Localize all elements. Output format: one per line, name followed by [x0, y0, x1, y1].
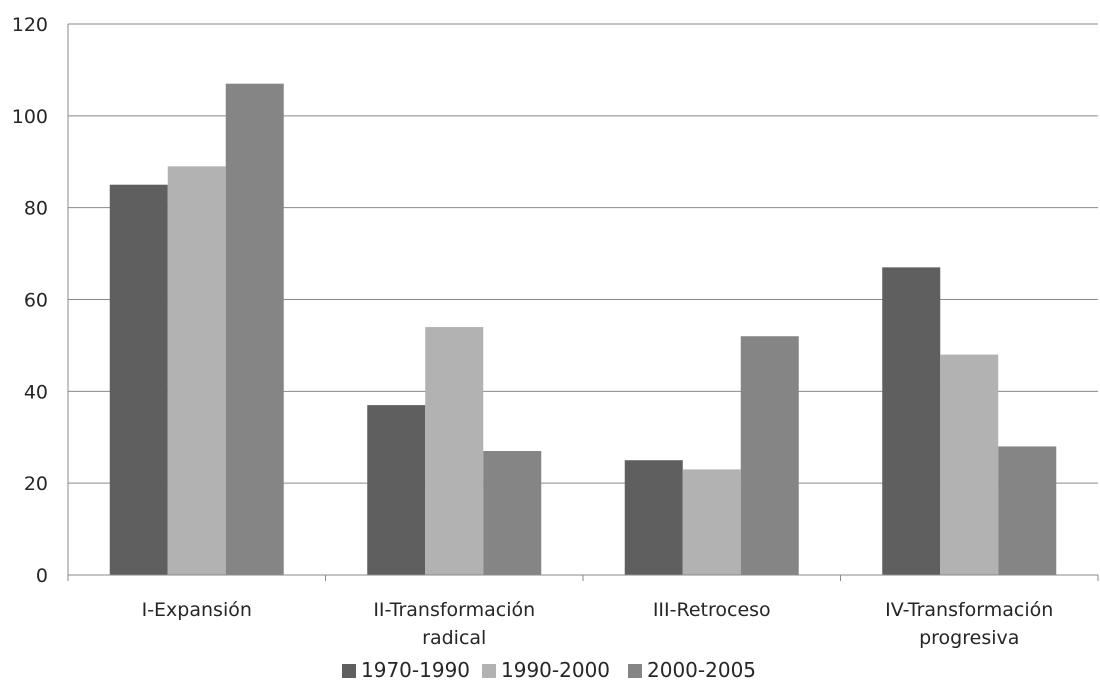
y-tick-label: 120 — [12, 14, 48, 36]
x-category-label: IV-Transformación — [885, 599, 1053, 621]
bar-1970-1990-cat-4 — [882, 267, 941, 575]
x-category-label: I-Expansión — [142, 599, 252, 621]
y-tick-label: 40 — [24, 381, 48, 403]
y-tick-labels: 0 20 40 60 80 100 120 — [12, 14, 48, 587]
legend-label-1990-2000: 1990-2000 — [501, 658, 610, 682]
axes — [67, 24, 1099, 581]
x-category-labels: I-Expansión II-Transformación radical III-R… — [142, 599, 1054, 649]
y-tick-label: 0 — [36, 565, 48, 587]
y-tick-label: 20 — [24, 473, 48, 495]
legend-label-1970-1990: 1970-1990 — [361, 658, 470, 682]
bar-1970-1990-cat-1 — [109, 184, 168, 576]
bar-1990-2000-cat-3 — [682, 469, 741, 575]
bars — [109, 83, 1057, 576]
bar-1970-1990-cat-3 — [624, 460, 683, 575]
bar-1990-2000-cat-1 — [167, 166, 226, 575]
y-tick-label: 60 — [24, 290, 48, 312]
bar-2000-2005-cat-4 — [998, 446, 1057, 575]
bar-2000-2005-cat-3 — [740, 336, 799, 575]
x-category-label: progresiva — [919, 627, 1019, 649]
legend-swatch-1990-2000 — [482, 664, 496, 678]
x-category-label: III-Retroceso — [653, 599, 771, 621]
x-category-label: II-Transformación — [373, 599, 535, 621]
legend-label-2000-2005: 2000-2005 — [647, 658, 756, 682]
x-category-label: radical — [422, 627, 486, 649]
bar-2000-2005-cat-1 — [225, 83, 284, 576]
bar-1990-2000-cat-2 — [425, 327, 484, 575]
bar-1970-1990-cat-2 — [367, 405, 426, 575]
legend: 1970-1990 1990-2000 2000-2005 — [342, 658, 756, 682]
y-tick-label: 100 — [12, 106, 48, 128]
legend-swatch-2000-2005 — [628, 664, 642, 678]
y-tick-label: 80 — [24, 198, 48, 220]
bar-1990-2000-cat-4 — [940, 354, 999, 575]
bar-2000-2005-cat-2 — [483, 451, 542, 575]
legend-swatch-1970-1990 — [342, 664, 356, 678]
